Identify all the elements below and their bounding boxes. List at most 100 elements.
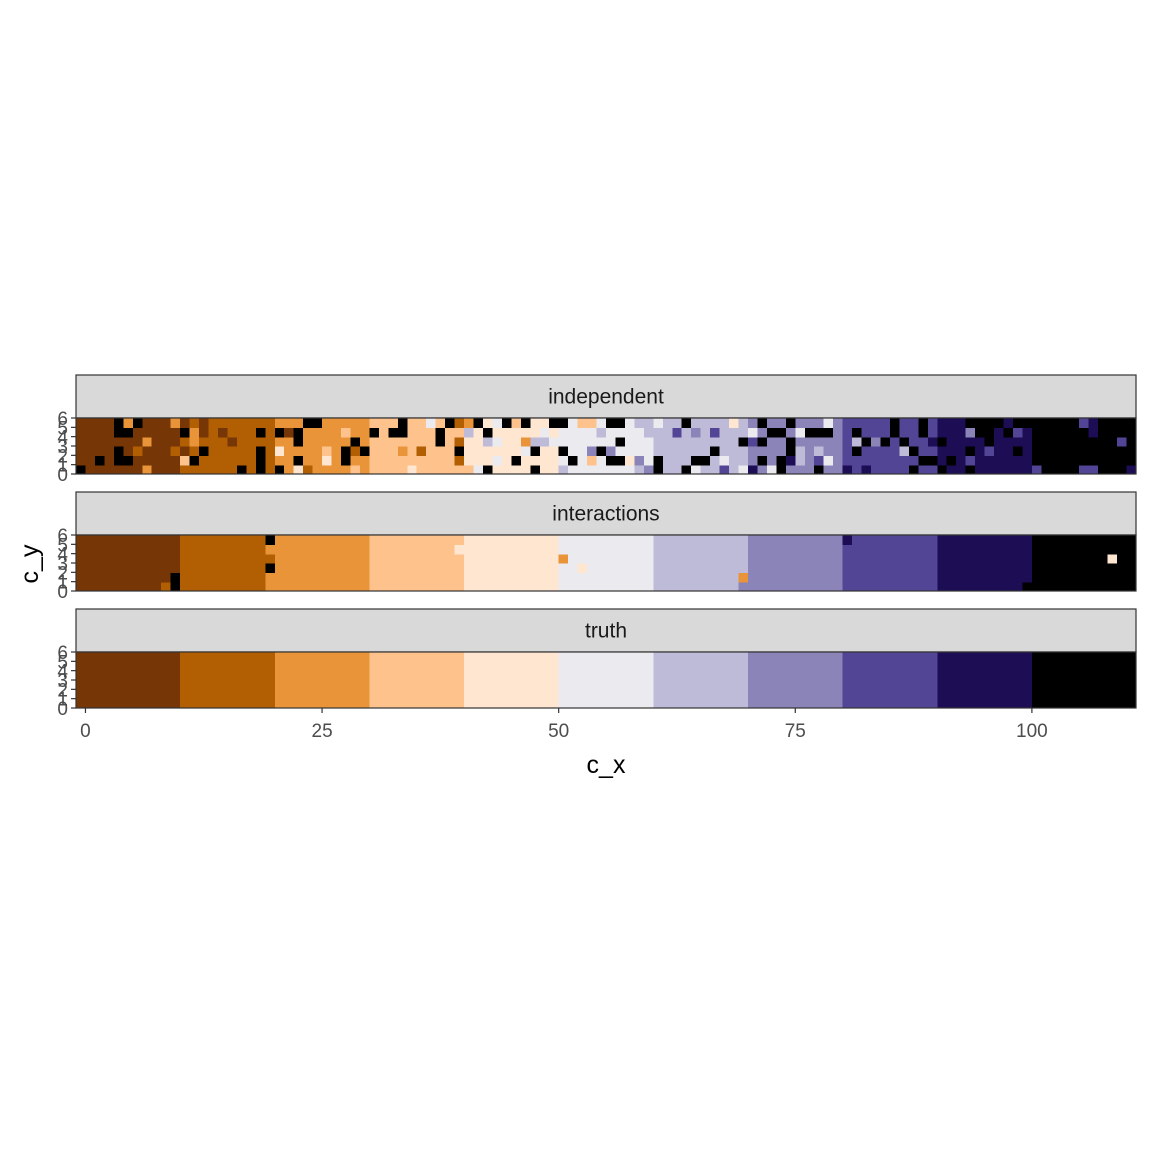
heatmap-cell (946, 418, 957, 428)
heatmap-cell (624, 535, 635, 545)
heatmap-cell (918, 652, 929, 662)
heatmap-cell (104, 581, 115, 592)
heatmap-cell (852, 563, 863, 573)
heatmap-cell (284, 572, 295, 583)
heatmap-cell (180, 418, 191, 428)
heatmap-cell (568, 427, 579, 438)
heatmap-cell (814, 563, 825, 573)
heatmap-cell (199, 544, 210, 555)
heatmap-cell (738, 455, 749, 466)
heatmap-cell (426, 455, 437, 466)
heatmap-cell (189, 418, 200, 428)
heatmap-cell (1012, 436, 1024, 447)
heatmap-cell (1031, 698, 1042, 709)
heatmap-cell (492, 464, 503, 475)
heatmap-cell (738, 661, 749, 672)
heatmap-cell (738, 446, 749, 456)
heatmap-cell (520, 446, 531, 456)
heatmap-cell (1126, 436, 1137, 447)
heatmap-cell (1069, 581, 1080, 592)
heatmap-cell (994, 436, 1005, 447)
heatmap-cell (766, 535, 777, 545)
heatmap-cell (568, 535, 579, 545)
heatmap-cell (208, 670, 219, 681)
heatmap-cell (511, 455, 522, 466)
heatmap-cell (246, 544, 257, 555)
facet-strip-background (75, 608, 1137, 653)
heatmap-cell (747, 455, 759, 466)
heatmap-cell (350, 652, 361, 662)
heatmap-cell (151, 455, 162, 466)
heatmap-cell (397, 446, 408, 456)
heatmap-cell (577, 544, 588, 555)
heatmap-cell (624, 563, 635, 573)
heatmap-cell (956, 581, 967, 592)
heatmap-cell (842, 446, 853, 456)
heatmap-cell (454, 464, 465, 475)
heatmap-cell (795, 581, 806, 592)
heatmap-cell (511, 680, 522, 690)
heatmap-cell (984, 544, 995, 555)
heatmap-cell (511, 418, 522, 428)
facet-strip-label: truth (585, 620, 627, 643)
heatmap-cell (255, 544, 266, 555)
heatmap-cell (738, 553, 749, 564)
heatmap-cell (814, 553, 825, 564)
heatmap-cell (615, 661, 626, 672)
heatmap-cell (918, 689, 929, 700)
heatmap-cell (208, 464, 219, 475)
heatmap-cell (104, 553, 115, 564)
heatmap-cell (624, 436, 635, 447)
heatmap-cell (132, 689, 143, 700)
heatmap-cell (284, 563, 295, 573)
heatmap-cell (322, 670, 333, 681)
heatmap-cell (653, 698, 664, 709)
heatmap-cell (113, 698, 124, 709)
heatmap-cell (454, 446, 465, 456)
heatmap-cell (511, 698, 522, 709)
heatmap-cell (284, 427, 295, 438)
heatmap-cell (1117, 535, 1128, 545)
heatmap-cell (454, 427, 465, 438)
heatmap-cell (454, 572, 465, 583)
heatmap-cell (293, 689, 304, 700)
heatmap-cell (331, 436, 342, 447)
heatmap-cell (785, 418, 796, 428)
heatmap-cell (369, 553, 380, 564)
heatmap-cell (359, 455, 370, 466)
heatmap-cell (1012, 572, 1024, 583)
heatmap-cell (473, 661, 484, 672)
heatmap-cell (85, 670, 96, 681)
heatmap-cell (804, 464, 815, 475)
heatmap-cell (814, 680, 825, 690)
heatmap-cell (123, 446, 134, 456)
heatmap-cell (965, 544, 976, 555)
heatmap-cell (1079, 670, 1090, 681)
heatmap-cell (445, 689, 456, 700)
heatmap-cell (1126, 418, 1137, 428)
heatmap-cell (227, 652, 238, 662)
heatmap-cell (1126, 572, 1137, 583)
heatmap-cell (1050, 464, 1061, 475)
heatmap-cell (322, 661, 333, 672)
heatmap-cell (359, 544, 370, 555)
heatmap-cell (766, 427, 777, 438)
heatmap-cell (104, 535, 115, 545)
heatmap-cell (956, 436, 967, 447)
heatmap-cell (1041, 661, 1052, 672)
heatmap-cell (151, 670, 162, 681)
heatmap-cell (1126, 689, 1137, 700)
heatmap-cell (199, 689, 210, 700)
heatmap-cell (312, 670, 323, 681)
heatmap-cell (643, 535, 654, 545)
heatmap-cell (1107, 418, 1118, 428)
heatmap-cell (151, 535, 162, 545)
heatmap-cell (132, 581, 143, 592)
heatmap-cell (501, 698, 512, 709)
heatmap-cell (1117, 652, 1128, 662)
heatmap-cell (284, 689, 295, 700)
heatmap-cell (814, 418, 825, 428)
heatmap-cell (208, 446, 219, 456)
heatmap-cell (994, 544, 1005, 555)
heatmap-cell (1060, 535, 1071, 545)
